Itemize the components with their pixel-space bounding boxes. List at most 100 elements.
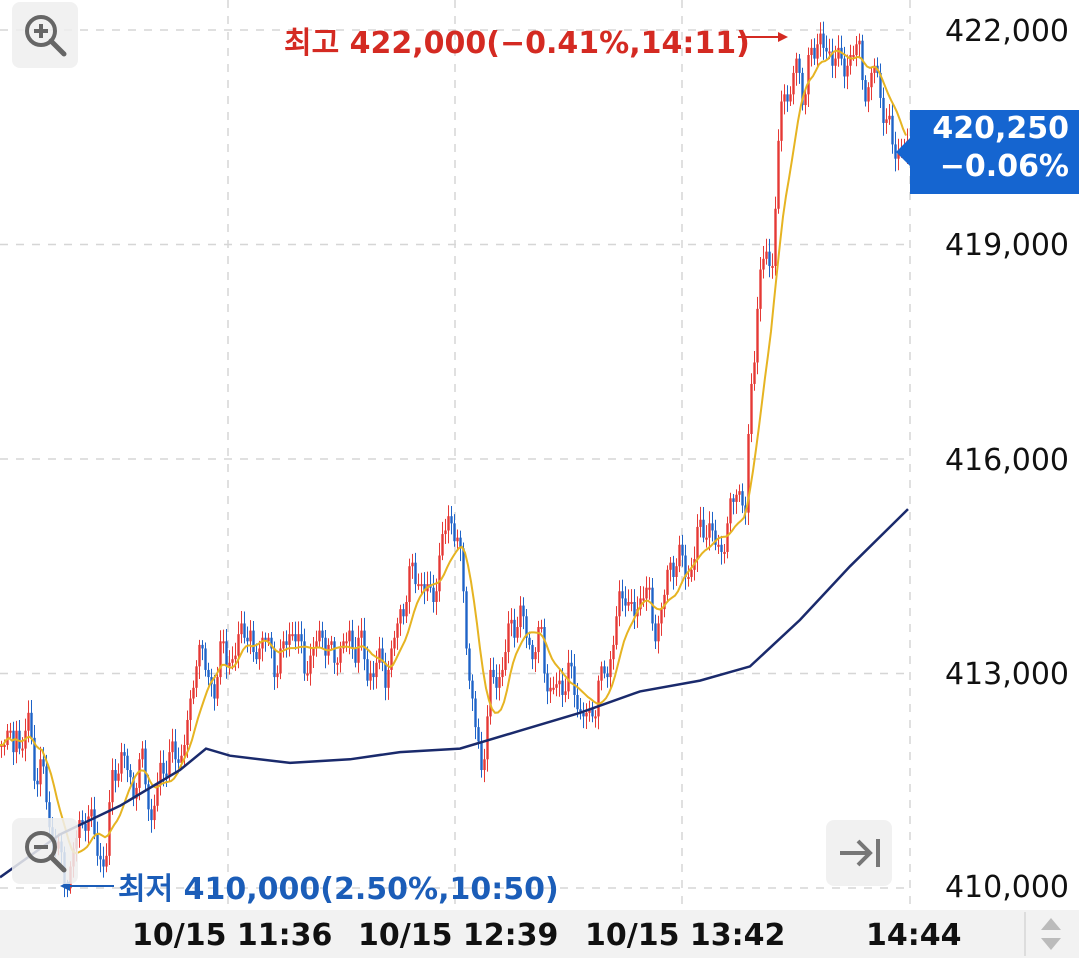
price-candle: [363, 630, 366, 660]
price-candle: [801, 72, 804, 106]
price-candle: [273, 648, 276, 678]
price-candle: [207, 669, 210, 678]
price-candle: [129, 770, 132, 778]
price-candle: [717, 544, 720, 547]
price-candle: [411, 562, 414, 567]
price-candle: [48, 802, 51, 828]
zoom-out-button[interactable]: [12, 818, 78, 884]
price-candle: [153, 805, 156, 821]
price-candle: [594, 716, 597, 719]
price-candle: [489, 669, 492, 717]
price-candle: [213, 684, 216, 699]
price-candle: [522, 605, 525, 617]
price-candle: [696, 526, 699, 560]
price-candle: [255, 652, 258, 660]
price-candle: [108, 802, 111, 856]
scroll-to-latest-button[interactable]: [826, 820, 892, 886]
price-candle: [504, 652, 507, 670]
price-candle: [303, 641, 306, 674]
price-candle: [90, 809, 93, 817]
price-candle: [816, 44, 819, 59]
price-candle: [165, 773, 168, 778]
price-candle: [114, 770, 117, 781]
price-candle: [375, 662, 378, 678]
price-candle: [666, 569, 669, 595]
price-candle: [216, 677, 219, 699]
price-candle: [405, 602, 408, 617]
price-candle: [117, 773, 120, 781]
x-tick-label: 10/15 11:36: [132, 918, 333, 953]
price-candle: [870, 72, 873, 88]
price-candle: [891, 115, 894, 145]
price-candle: [543, 627, 546, 674]
price-candle: [678, 544, 681, 567]
price-candle: [444, 530, 447, 535]
price-candle: [858, 40, 861, 45]
price-candle: [621, 591, 624, 599]
price-candle: [615, 616, 618, 645]
zoom-in-icon: [25, 15, 67, 57]
price-candle: [819, 33, 822, 45]
price-candle: [144, 748, 147, 785]
price-candle: [768, 251, 771, 266]
price-candle: [513, 619, 516, 638]
price-candle: [306, 673, 309, 676]
price-candle: [33, 737, 36, 781]
price-candle: [417, 584, 420, 587]
price-candle: [402, 609, 405, 617]
price-candle: [315, 641, 318, 649]
axis-scroll-control[interactable]: [1024, 912, 1076, 956]
price-candle: [765, 251, 768, 259]
price-candle: [102, 859, 105, 867]
price-candle: [282, 641, 285, 649]
price-candle: [645, 587, 648, 599]
price-candle: [654, 623, 657, 642]
price-candle: [432, 587, 435, 602]
price-candle: [753, 362, 756, 384]
price-candle: [195, 666, 198, 688]
price-candle: [234, 655, 237, 660]
price-candle: [192, 687, 195, 699]
price-candle: [291, 634, 294, 637]
price-candle: [879, 72, 882, 98]
price-candle: [81, 820, 84, 824]
price-candle: [147, 784, 150, 810]
x-tick-label: 10/15 12:39: [358, 918, 559, 953]
zoom-in-button[interactable]: [12, 2, 78, 68]
price-candle: [420, 584, 423, 587]
price-candle: [813, 47, 816, 59]
price-candle: [579, 709, 582, 713]
price-candle: [477, 727, 480, 742]
price-candle: [894, 144, 897, 159]
price-candle: [468, 648, 471, 681]
price-candle: [864, 80, 867, 102]
price-candle: [837, 47, 840, 59]
price-candle: [750, 383, 753, 434]
price-candle: [561, 680, 564, 695]
price-candle: [660, 609, 663, 624]
price-candle: [339, 648, 342, 663]
price-candle: [96, 834, 99, 856]
price-candle: [138, 759, 141, 788]
price-candle: [624, 598, 627, 606]
price-candle: [321, 630, 324, 638]
price-candle: [885, 119, 888, 123]
price-candle: [270, 637, 273, 649]
current-price-change: −0.06%: [939, 149, 1069, 184]
price-candle: [378, 648, 381, 663]
price-candle: [465, 591, 468, 649]
price-candle: [783, 94, 786, 102]
price-candle: [483, 759, 486, 771]
x-axis-bar: [0, 910, 1079, 958]
price-candle: [606, 673, 609, 678]
price-candle: [549, 687, 552, 692]
price-candle: [732, 498, 735, 502]
price-candle: [27, 712, 30, 731]
price-candle: [612, 644, 615, 660]
price-candle: [537, 627, 540, 653]
price-candle: [609, 659, 612, 678]
price-candle: [759, 269, 762, 309]
price-candle: [189, 698, 192, 720]
